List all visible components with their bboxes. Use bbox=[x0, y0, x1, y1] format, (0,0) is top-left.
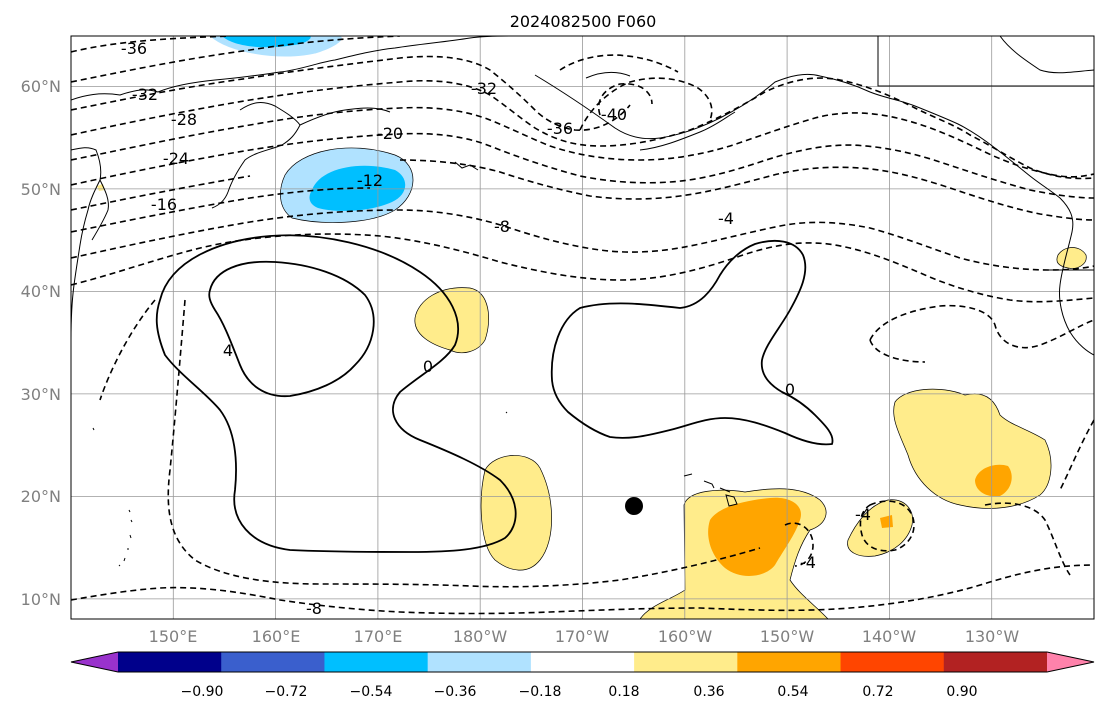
lon-label: 130°W bbox=[965, 627, 1020, 646]
contours-zero-solid bbox=[155, 234, 834, 553]
graticule bbox=[71, 36, 1094, 619]
colorbar bbox=[70, 651, 1095, 673]
colorbar-segment bbox=[427, 652, 532, 672]
colorbar-tick-label: 0.18 bbox=[608, 684, 639, 700]
lon-label: 160°W bbox=[658, 627, 713, 646]
colorbar-outline bbox=[70, 651, 1095, 673]
colorbar-extension-low bbox=[71, 652, 118, 672]
lat-label: 40°N bbox=[21, 282, 61, 301]
colorbar-segment bbox=[634, 652, 738, 672]
typhoon-center-dot bbox=[625, 497, 643, 515]
contour-label: -20 bbox=[377, 124, 403, 143]
map-frame bbox=[70, 35, 1095, 620]
contour-label: -32 bbox=[132, 85, 158, 104]
colorbar-segment bbox=[840, 652, 945, 672]
lat-label: 20°N bbox=[21, 487, 61, 506]
contour-label: -36 bbox=[121, 39, 147, 58]
colorbar-tick-label: 0.36 bbox=[693, 684, 724, 700]
contour-label: 4 bbox=[223, 341, 233, 360]
contour-label: -8 bbox=[494, 217, 510, 236]
map-title: 2024082500 F060 bbox=[510, 12, 657, 31]
lat-label: 10°N bbox=[21, 590, 61, 609]
colorbar-segment bbox=[118, 652, 222, 672]
colorbar-tick-label: 0.72 bbox=[862, 684, 893, 700]
contour-label: -12 bbox=[357, 171, 383, 190]
yellow-anomaly-140w bbox=[847, 499, 913, 557]
contour-label: -32 bbox=[471, 79, 497, 98]
contour-label: -36 bbox=[547, 119, 573, 138]
colorbar-tick-label: −0.18 bbox=[519, 684, 562, 700]
longitude-labels: 150°E 160°E 170°E 180°W 170°W 160°W 150°… bbox=[149, 627, 1020, 646]
lon-label: 170°W bbox=[555, 627, 610, 646]
colorbar-tick-label: −0.72 bbox=[265, 684, 308, 700]
contour-label: -40 bbox=[601, 105, 627, 124]
lon-label: 140°W bbox=[862, 627, 917, 646]
lat-label: 50°N bbox=[21, 180, 61, 199]
lon-label: 150°W bbox=[760, 627, 815, 646]
contour-label: -8 bbox=[306, 599, 322, 618]
yellow-anomaly-coast bbox=[1056, 247, 1087, 269]
colorbar-segment bbox=[737, 652, 842, 672]
orange-anomaly-130w bbox=[975, 464, 1012, 497]
colorbar-segment bbox=[530, 652, 635, 672]
contour-label: -4 bbox=[855, 505, 871, 524]
contour-label: 0 bbox=[785, 380, 795, 399]
contour-label: 0 bbox=[423, 357, 433, 376]
lon-label: 170°E bbox=[354, 627, 403, 646]
lon-label: 180°W bbox=[453, 627, 508, 646]
contour-label: -4 bbox=[800, 553, 816, 572]
contour-label: -28 bbox=[171, 110, 197, 129]
colorbar-tick-label: −0.54 bbox=[350, 684, 393, 700]
lon-label: 160°E bbox=[252, 627, 301, 646]
shading bbox=[97, 36, 1087, 619]
contour-label: -16 bbox=[151, 195, 177, 214]
colorbar-ticks: −0.90 −0.72 −0.54 −0.36 −0.18 0.18 0.36 … bbox=[181, 684, 978, 700]
latitude-labels: 60°N 50°N 40°N 30°N 20°N 10°N bbox=[21, 77, 61, 609]
colorbar-extension-high bbox=[1047, 652, 1094, 672]
colorbar-segment bbox=[943, 652, 1048, 672]
contour-label: -24 bbox=[163, 149, 189, 168]
yellow-anomaly-130w bbox=[893, 388, 1052, 509]
contours-negative bbox=[71, 36, 1094, 615]
colorbar-tick-label: −0.36 bbox=[434, 684, 477, 700]
colorbar-tick-label: −0.90 bbox=[181, 684, 224, 700]
yellow-anomaly-180 bbox=[414, 287, 490, 354]
colorbar-segment bbox=[221, 652, 325, 672]
lon-label: 150°E bbox=[149, 627, 198, 646]
lat-label: 30°N bbox=[21, 385, 61, 404]
contour-labels: -36 -32 -28 -24 -20 -16 -12 -8 -4 -40 -3… bbox=[121, 39, 871, 618]
lat-label: 60°N bbox=[21, 77, 61, 96]
colorbar-tick-label: 0.54 bbox=[777, 684, 808, 700]
map-area: -36 -32 -28 -24 -20 -16 -12 -8 -4 -40 -3… bbox=[71, 36, 1094, 619]
islands bbox=[92, 411, 738, 567]
colorbar-segment bbox=[324, 652, 429, 672]
colorbar-tick-label: 0.90 bbox=[946, 684, 977, 700]
coastlines bbox=[71, 36, 1094, 356]
contour-label: -4 bbox=[718, 209, 734, 228]
